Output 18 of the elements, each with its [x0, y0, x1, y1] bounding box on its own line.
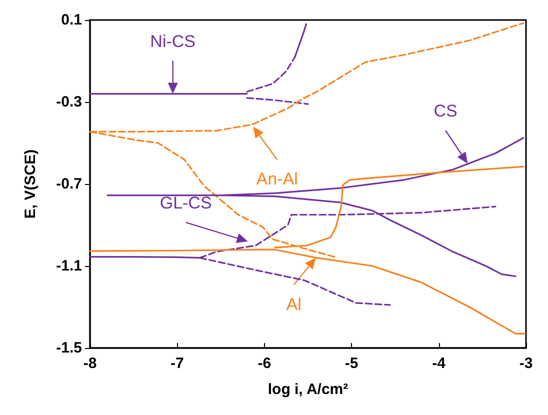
annotation: Ni-CS: [150, 32, 196, 51]
x-tick-label: -6: [258, 355, 272, 372]
x-tick-label: -7: [170, 355, 184, 372]
x-tick-label: -8: [83, 355, 97, 372]
x-axis-title: log i, A/cm²: [268, 381, 348, 398]
annotation: GL-CS: [160, 193, 212, 212]
annotation: CS: [434, 102, 458, 120]
y-tick-label: -1.5: [56, 340, 82, 356]
y-axis-title: E, V(SCE): [22, 149, 39, 219]
y-tick-label: 0.1: [61, 12, 82, 28]
annotation: Al: [286, 294, 302, 314]
x-tick-label: -3: [519, 355, 533, 372]
y-tick-label: -1.1: [56, 258, 82, 274]
y-tick-label: -0.3: [56, 94, 82, 110]
y-tick-label: -0.7: [56, 176, 82, 192]
x-tick-label: -5: [344, 355, 358, 372]
annotation: An-Al: [256, 170, 298, 189]
x-tick-label: -4: [432, 355, 446, 372]
